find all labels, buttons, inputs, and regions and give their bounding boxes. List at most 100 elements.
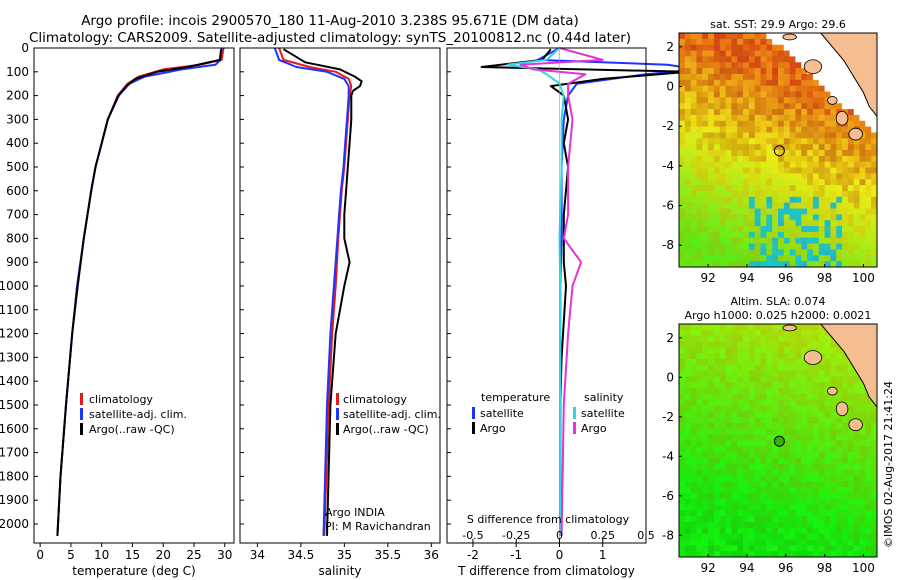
island-2 [827,96,838,105]
map-cell [789,73,796,81]
map-cell [812,324,820,331]
map-cell [743,335,750,342]
map-cell [702,202,709,209]
map-cell [696,463,703,471]
map-cell [842,226,849,233]
map-cell [743,249,750,256]
map-cell [690,38,697,46]
map-cell [830,132,837,139]
map-cell [702,417,709,424]
map-cell [690,243,697,250]
map-cell [684,237,692,244]
map-cell [737,329,744,337]
map-cell [754,539,761,546]
map-cell [865,457,872,465]
map-cell [760,126,767,133]
map-cell [760,324,767,331]
map-cell [772,167,779,174]
map-cell [743,393,750,401]
map-cell [818,190,825,198]
map-cell [696,62,703,69]
map-cell [772,452,779,459]
map-cell [807,388,814,395]
map-cell [824,335,831,342]
map-cell [760,261,767,268]
map-cell [679,44,686,51]
map-cell [679,388,686,395]
series-line-1 [273,47,350,536]
x-tick-label-0: 92 [700,561,715,575]
map-cell [754,405,761,412]
map-cell [679,249,686,256]
map-cell [743,85,750,92]
map-cell [719,417,726,424]
map-cell [754,492,761,500]
map-cell [684,150,692,157]
x-tick-label-0: 34 [250,548,265,562]
map-cell [725,33,732,40]
map-cell [795,185,802,192]
map-cell [766,190,773,198]
map-cell [789,498,796,505]
island-2 [827,386,838,396]
map-cell [789,62,796,69]
map-cell [754,161,761,168]
map-cell [801,463,808,471]
map-cell [743,44,750,51]
map-cell [684,434,692,441]
map-cell [824,155,831,163]
map-cell [836,423,843,430]
map-cell [812,109,820,116]
map-cell [818,237,825,244]
map-cell [801,231,808,239]
map-cell [807,440,814,447]
map-cell [818,487,825,494]
map-cell [801,446,808,453]
map-cell [713,62,721,69]
map-cell [807,226,814,233]
map-cell [737,132,744,139]
map-cell [737,423,744,430]
map-cell [812,463,820,471]
map-cell [748,329,756,337]
map-cell [859,226,866,233]
map-cell [795,97,802,104]
map-cell [760,428,767,436]
map-cell [789,329,796,337]
map-cell [690,144,697,151]
map-cell [708,249,715,256]
map-cell [696,173,703,180]
map-cell [743,33,750,40]
map-cell [859,185,866,192]
map-cell [731,405,738,412]
map-cell [713,202,721,209]
map-cell [795,103,802,110]
header-line-2: Climatology: CARS2009. Satellite-adjuste… [28,30,632,46]
map-cell [836,376,843,383]
map-cell [807,423,814,430]
map-cell [690,33,697,40]
map-cell [708,399,715,406]
map-cell [778,516,785,523]
map-cell [731,358,738,366]
map-cell [824,382,831,389]
map-cell [708,510,715,517]
map-cell [801,504,808,511]
map-cell [713,434,721,441]
map-cell [696,255,703,262]
map-cell [818,50,825,57]
legend-swatch-0 [472,407,475,419]
map-cell [807,155,814,163]
map-cell [772,516,779,523]
map-cell [760,237,767,244]
map-cell [824,522,831,529]
map-cell [696,208,703,215]
map-cell [737,50,744,57]
map-cell [708,103,715,110]
map-cell [725,220,732,227]
map-cell [725,417,732,424]
map-cell [743,38,750,46]
y-tick-label-5: 500 [6,160,29,174]
map-cell [836,126,843,133]
